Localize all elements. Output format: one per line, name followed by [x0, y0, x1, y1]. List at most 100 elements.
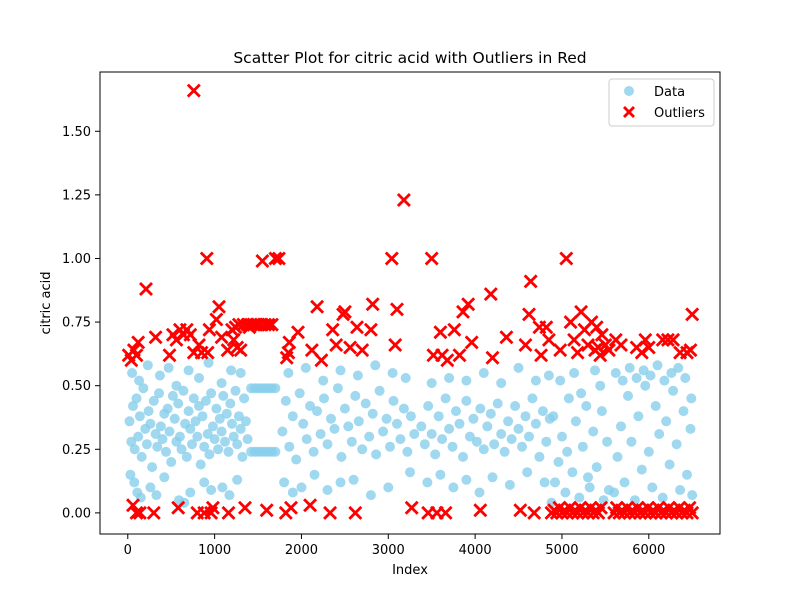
- outlier-point: [614, 338, 628, 352]
- data-point: [499, 446, 510, 457]
- data-point: [398, 403, 409, 414]
- data-point: [287, 411, 298, 422]
- outlier-point: [162, 348, 177, 363]
- data-point: [207, 421, 218, 432]
- outlier-point: [268, 251, 283, 266]
- data-point: [169, 413, 180, 424]
- data-point: [419, 439, 430, 450]
- data-point: [423, 401, 434, 411]
- data-point: [385, 441, 395, 452]
- outlier-point: [281, 345, 296, 360]
- data-point: [240, 416, 251, 427]
- data-point: [203, 357, 214, 368]
- data-point: [277, 426, 288, 437]
- outlier-point: [567, 332, 582, 347]
- data-point: [364, 431, 375, 442]
- legend-outliers-label: Outliers: [654, 106, 705, 121]
- outlier-point: [365, 297, 380, 312]
- data-point: [387, 368, 398, 378]
- outlier-point: [202, 322, 217, 337]
- outlier-point: [226, 332, 241, 347]
- outlier-point: [522, 307, 536, 322]
- outlier-point: [404, 500, 419, 515]
- data-point: [145, 418, 156, 429]
- data-point: [242, 434, 253, 445]
- outlier-point: [284, 500, 298, 515]
- data-point: [159, 472, 170, 483]
- data-point: [623, 390, 633, 401]
- outlier-point: [205, 500, 220, 515]
- data-point: [430, 449, 441, 460]
- outlier-point: [186, 83, 201, 98]
- data-point: [447, 441, 458, 452]
- data-point: [152, 441, 163, 452]
- outlier-point: [518, 338, 533, 352]
- outlier-point: [685, 505, 700, 520]
- data-point: [154, 370, 165, 381]
- data-point: [167, 390, 178, 401]
- data-point: [287, 487, 298, 498]
- data-point: [300, 362, 311, 373]
- data-point: [664, 459, 675, 470]
- data-point: [673, 362, 684, 373]
- data-point: [560, 487, 571, 498]
- data-point: [318, 375, 329, 386]
- data-point: [588, 426, 599, 437]
- data-point: [227, 418, 237, 429]
- data-point: [416, 421, 427, 432]
- outlier-point: [355, 343, 370, 358]
- data-point: [352, 370, 363, 381]
- outlier-point: [683, 343, 698, 358]
- data-point: [131, 393, 142, 404]
- data-point: [555, 375, 566, 386]
- outlier-point: [200, 345, 215, 360]
- data-point: [346, 436, 357, 447]
- outlier-point: [233, 343, 248, 358]
- data-point: [322, 485, 333, 495]
- data-point: [171, 380, 182, 391]
- data-point: [581, 401, 592, 411]
- data-point: [350, 390, 361, 401]
- outlier-point: [314, 353, 329, 368]
- data-point: [176, 444, 187, 455]
- data-point: [367, 408, 378, 419]
- data-point: [183, 365, 194, 376]
- data-point: [524, 431, 534, 442]
- data-point: [576, 388, 587, 399]
- outlier-point: [363, 322, 378, 337]
- outlier-point: [438, 505, 453, 520]
- data-point: [360, 398, 371, 409]
- data-point: [126, 436, 137, 447]
- data-point: [192, 431, 203, 442]
- data-point: [134, 411, 145, 422]
- data-point: [270, 383, 281, 394]
- outlier-point: [271, 251, 286, 266]
- data-point: [173, 398, 184, 409]
- outlier-point: [513, 503, 528, 518]
- data-point: [124, 416, 135, 427]
- outlier-point: [129, 505, 144, 520]
- data-point: [678, 406, 689, 417]
- data-point: [136, 451, 147, 462]
- outlier-point: [337, 304, 352, 319]
- data-point: [492, 398, 503, 409]
- data-point: [661, 416, 672, 427]
- legend-data-label: Data: [654, 85, 685, 100]
- y-tick-label: 0.50: [62, 379, 91, 394]
- data-point: [482, 421, 493, 432]
- data-point: [329, 423, 340, 434]
- y-tick-label: 1.50: [62, 125, 91, 140]
- data-point: [200, 395, 211, 406]
- outlier-point: [388, 338, 403, 352]
- data-point: [685, 423, 696, 434]
- data-point: [127, 368, 138, 378]
- outlier-point: [132, 505, 147, 520]
- data-point: [626, 436, 637, 447]
- data-point: [157, 434, 168, 445]
- data-point: [220, 436, 230, 447]
- data-point: [433, 411, 444, 422]
- data-point: [402, 446, 413, 457]
- data-point: [682, 469, 692, 480]
- data-point: [647, 482, 658, 493]
- data-point: [638, 365, 649, 376]
